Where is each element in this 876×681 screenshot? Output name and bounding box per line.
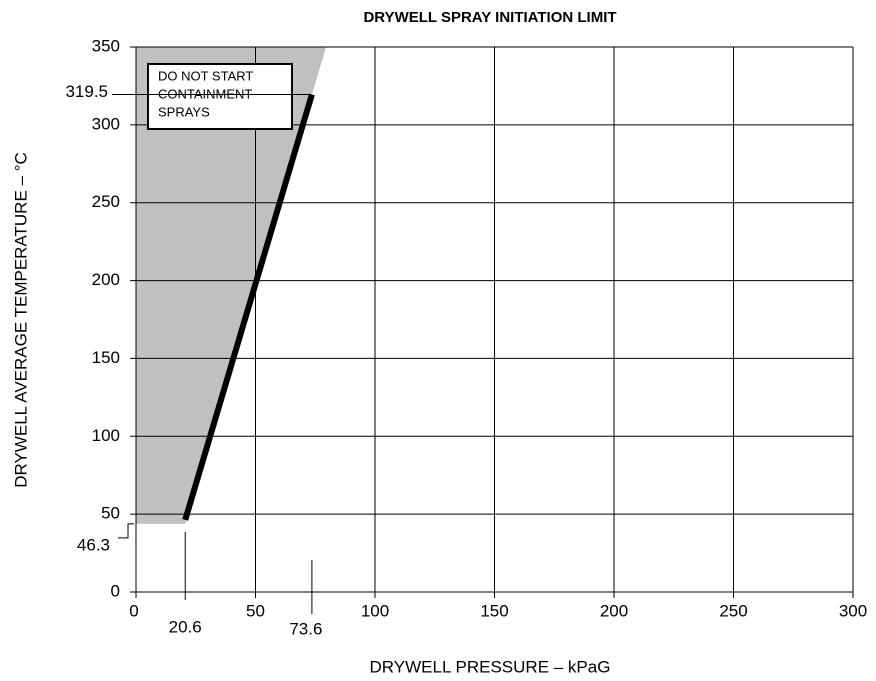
leader-line <box>118 523 134 539</box>
x-tick-label: 250 <box>719 601 747 620</box>
point-label: 46.3 <box>77 535 110 554</box>
chart-title: DRYWELL SPRAY INITIATION LIMIT <box>363 9 616 26</box>
y-tick-label: 350 <box>92 36 120 55</box>
y-tick-label: 100 <box>92 426 120 445</box>
annotation-box <box>147 63 293 130</box>
y-tick-label: 50 <box>101 504 120 523</box>
point-label: 73.6 <box>289 619 322 638</box>
y-tick-label: 0 <box>111 581 120 600</box>
y-axis-label: DRYWELL AVERAGE TEMPERATURE – °C <box>11 152 30 488</box>
y-tick-label: 200 <box>92 270 120 289</box>
y-tick-label: 250 <box>92 192 120 211</box>
x-axis-label: DRYWELL PRESSURE – kPaG <box>370 657 611 676</box>
y-tick-label: 150 <box>92 348 120 367</box>
limit-line <box>182 93 315 521</box>
x-tick-label: 50 <box>246 601 265 620</box>
point-label: 319.5 <box>65 82 108 101</box>
x-tick-label: 0 <box>129 601 138 620</box>
x-tick-label: 100 <box>361 601 389 620</box>
x-tick-label: 200 <box>600 601 628 620</box>
shaded-region <box>136 47 327 524</box>
annotation-text: CONTAINMENT <box>158 86 252 101</box>
point-label: 20.6 <box>169 617 202 636</box>
x-tick-label: 300 <box>839 601 867 620</box>
annotation-text: DO NOT START <box>158 68 253 83</box>
y-tick-label: 300 <box>92 114 120 133</box>
x-tick-label: 150 <box>480 601 508 620</box>
annotation-text: SPRAYS <box>158 104 210 119</box>
